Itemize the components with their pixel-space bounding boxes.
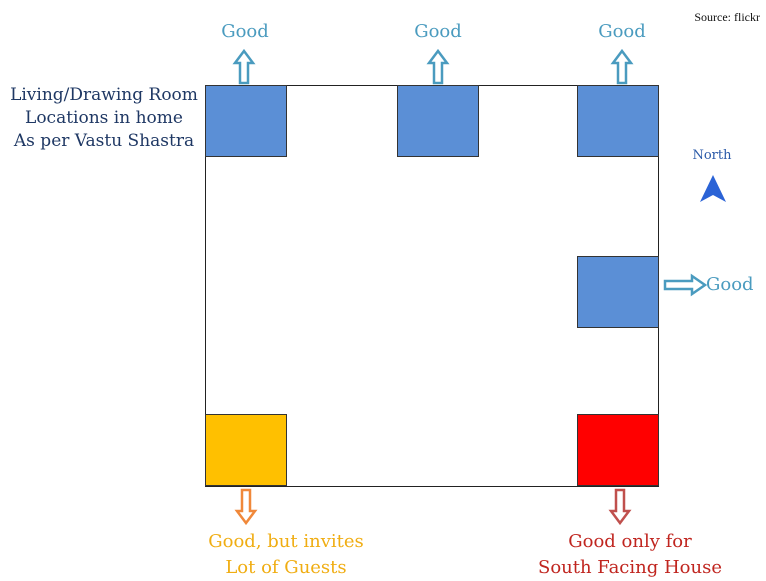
label-south-west-line-2: Lot of Guests — [225, 557, 347, 578]
label-south-east-line-1: Good only for — [568, 531, 692, 552]
label-north-east-good: Good — [598, 21, 646, 42]
arrow-up-icon — [610, 48, 634, 85]
label-south-east-line-2: South Facing House — [538, 557, 722, 578]
room-south-west — [205, 414, 287, 486]
arrow-up-icon — [232, 48, 256, 85]
north-arrow-icon — [700, 175, 726, 202]
arrow-right-icon — [663, 273, 708, 297]
label-east-good: Good — [706, 274, 754, 295]
title-line-3: As per Vastu Shastra — [13, 131, 195, 151]
arrow-up-icon — [426, 48, 450, 85]
room-south-east — [577, 414, 659, 486]
label-south-west-line-1: Good, but invites — [208, 531, 364, 552]
room-north — [397, 85, 479, 157]
arrow-down-icon — [234, 488, 258, 526]
label-north-west-good: Good — [221, 21, 269, 42]
source-credit: Source: flickr — [694, 10, 760, 24]
label-south-west: Good, but invites Lot of Guests — [176, 529, 396, 581]
room-north-west — [205, 85, 287, 157]
title-line-1: Living/Drawing Room — [10, 85, 198, 105]
label-south-east: Good only for South Facing House — [520, 529, 740, 581]
arrow-down-icon — [608, 488, 632, 526]
room-north-east — [577, 85, 659, 157]
diagram-title: Living/Drawing Room Locations in home As… — [4, 84, 204, 153]
label-north-good: Good — [414, 21, 462, 42]
north-label: North — [692, 148, 732, 163]
room-east — [577, 256, 659, 328]
title-line-2: Locations in home — [25, 108, 183, 128]
